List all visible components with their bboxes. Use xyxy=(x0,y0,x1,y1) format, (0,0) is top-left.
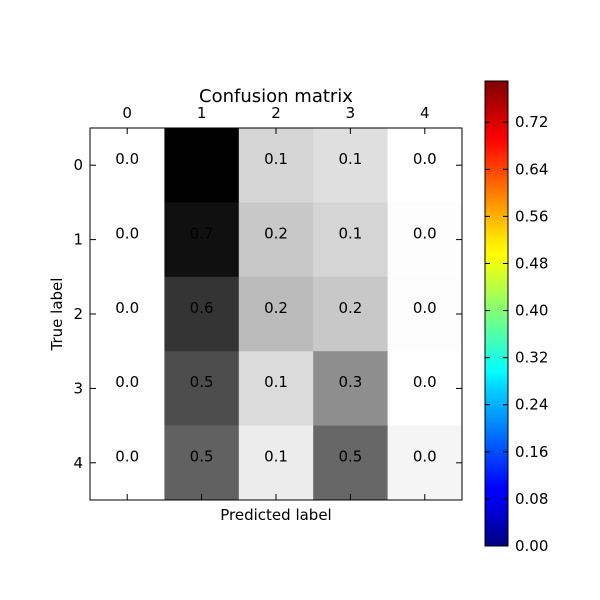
heatmap-cell-r4-c0 xyxy=(90,425,165,501)
cell-value-label: 0.5 xyxy=(190,448,214,466)
colorbar-tick-label: 0.08 xyxy=(515,490,548,508)
heatmap-cell-r3-c0 xyxy=(90,351,165,427)
x-axis-label: Predicted label xyxy=(220,506,331,524)
x-tick-labels: 0 1 2 3 4 xyxy=(122,104,429,122)
heatmap-cell-r2-c1 xyxy=(164,276,240,352)
heatmap-cells xyxy=(90,128,463,501)
y-tick-label: 0 xyxy=(73,156,83,174)
heatmap-cell-r3-c2 xyxy=(238,351,314,427)
heatmap-cell-labels: 0.0 0.1 0.1 0.0 0.0 0.7 0.2 0.1 0.0 0.0 0.6 0.2 0.2 0… xyxy=(115,150,436,466)
cell-value-label: 0.0 xyxy=(413,373,437,391)
colorbar-tick-label: 0.48 xyxy=(515,254,548,272)
heatmap-cell-r4-c2 xyxy=(238,425,314,501)
heatmap-cell-r2-c0 xyxy=(90,276,165,352)
heatmap-cell-r1-c1 xyxy=(164,202,240,278)
y-tick-label: 4 xyxy=(73,454,83,472)
cell-value-label: 0.2 xyxy=(264,299,288,317)
colorbar-ticks: 0.00 0.08 0.16 0.24 0.32 0.40 0.48 0.56 0.64 0.72 xyxy=(485,113,548,555)
colorbar-tick-label: 0.56 xyxy=(515,207,548,225)
colorbar-tick-label: 0.16 xyxy=(515,443,548,461)
heatmap-cell-r3-c4 xyxy=(387,351,463,427)
colorbar-tick-label: 0.32 xyxy=(515,349,548,367)
axis-ticks xyxy=(90,128,462,500)
heatmap-cell-r1-c4 xyxy=(387,202,463,278)
cell-value-label: 0.5 xyxy=(190,373,214,391)
heatmap-cell-r2-c4 xyxy=(387,276,463,352)
heatmap-cell-r4-c3 xyxy=(313,425,389,501)
colorbar-tick-label: 0.64 xyxy=(515,160,548,178)
heatmap-cell-r4-c1 xyxy=(164,425,240,501)
cell-value-label: 0.0 xyxy=(115,373,139,391)
colorbar-tick-label: 0.00 xyxy=(515,537,548,555)
cell-value-label: 0.0 xyxy=(115,299,139,317)
cell-value-label: 0.0 xyxy=(413,448,437,466)
y-tick-labels: 0 1 2 3 4 xyxy=(73,156,83,472)
y-tick-label: 1 xyxy=(73,231,83,249)
heatmap-cell-r3-c1 xyxy=(164,351,240,427)
heatmap-cell-r1-c3 xyxy=(313,202,389,278)
heatmap-cell-r0-c1 xyxy=(164,128,240,203)
heatmap-cell-r1-c2 xyxy=(238,202,314,278)
x-tick-label: 4 xyxy=(420,104,430,122)
cell-value-label: 0.1 xyxy=(338,150,362,168)
cell-value-label: 0.0 xyxy=(413,224,437,242)
heatmap-cell-r2-c3 xyxy=(313,276,389,352)
cell-value-label: 0.1 xyxy=(264,373,288,391)
colorbar-tick-label: 0.24 xyxy=(515,396,548,414)
cell-value-label: 0.1 xyxy=(338,224,362,242)
x-tick-label: 0 xyxy=(122,104,132,122)
y-tick-label: 2 xyxy=(73,305,83,323)
heatmap-cell-r3-c3 xyxy=(313,351,389,427)
heatmap-cell-r0-c3 xyxy=(313,128,389,203)
cell-value-label: 0.1 xyxy=(264,150,288,168)
x-tick-label: 2 xyxy=(271,104,281,122)
heatmap-cell-r2-c2 xyxy=(238,276,314,352)
colorbar xyxy=(484,80,509,547)
y-axis-label: True label xyxy=(48,278,66,352)
cell-value-label: 0.2 xyxy=(264,224,288,242)
cell-value-label: 0.6 xyxy=(190,299,214,317)
heatmap-cell-r0-c0 xyxy=(90,128,165,203)
cell-value-label: 0.0 xyxy=(115,448,139,466)
cell-value-label: 0.0 xyxy=(115,150,139,168)
heatmap-cell-r0-c2 xyxy=(238,128,314,203)
cell-value-label: 0.0 xyxy=(413,150,437,168)
cell-value-label: 0.2 xyxy=(338,299,362,317)
colorbar-tick-label: 0.72 xyxy=(515,113,548,131)
heatmap-cell-r4-c4 xyxy=(387,425,463,501)
cell-value-label: 0.1 xyxy=(264,448,288,466)
cell-value-label: 0.0 xyxy=(413,299,437,317)
x-tick-label: 1 xyxy=(197,104,207,122)
cell-value-label: 0.7 xyxy=(190,224,214,242)
colorbar-tick-label: 0.40 xyxy=(515,302,548,320)
heatmap-cell-r0-c4 xyxy=(387,128,463,203)
cell-value-label: 0.3 xyxy=(338,373,362,391)
x-tick-label: 3 xyxy=(346,104,356,122)
cell-value-label: 0.5 xyxy=(338,448,362,466)
chart-title: Confusion matrix xyxy=(199,86,353,107)
heatmap-cell-r1-c0 xyxy=(90,202,165,278)
cell-value-label: 0.0 xyxy=(115,224,139,242)
y-tick-label: 3 xyxy=(73,379,83,397)
